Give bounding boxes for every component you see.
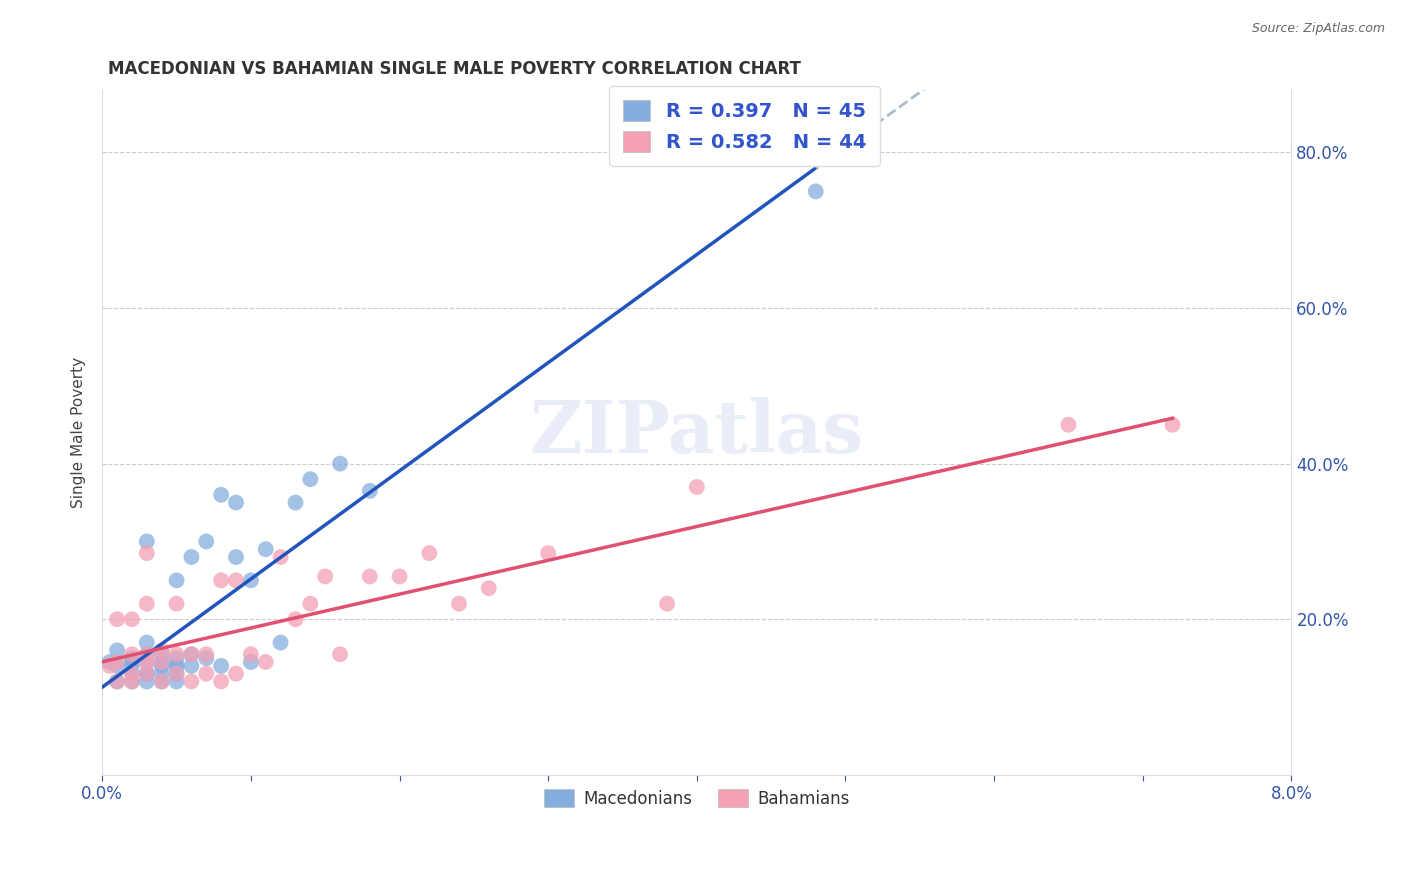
Point	[105, 655, 128, 669]
Point	[686, 480, 709, 494]
Point	[166, 674, 188, 689]
Point	[105, 674, 128, 689]
Point	[105, 674, 128, 689]
Point	[121, 647, 143, 661]
Point	[804, 185, 827, 199]
Point	[135, 597, 157, 611]
Point	[209, 674, 232, 689]
Point	[121, 674, 143, 689]
Point	[359, 483, 381, 498]
Point	[121, 651, 143, 665]
Point	[329, 647, 352, 661]
Point	[239, 655, 262, 669]
Point	[166, 651, 188, 665]
Point	[135, 647, 157, 661]
Point	[105, 659, 128, 673]
Point	[418, 546, 440, 560]
Point	[180, 674, 202, 689]
Point	[121, 666, 143, 681]
Point	[655, 597, 678, 611]
Point	[314, 569, 336, 583]
Point	[537, 546, 560, 560]
Point	[478, 581, 501, 595]
Point	[195, 651, 218, 665]
Point	[195, 647, 218, 661]
Point	[121, 666, 143, 681]
Point	[225, 574, 247, 588]
Text: MACEDONIAN VS BAHAMIAN SINGLE MALE POVERTY CORRELATION CHART: MACEDONIAN VS BAHAMIAN SINGLE MALE POVER…	[108, 60, 801, 78]
Point	[121, 659, 143, 673]
Point	[225, 495, 247, 509]
Point	[150, 666, 173, 681]
Point	[135, 655, 157, 669]
Text: ZIPatlas: ZIPatlas	[530, 397, 863, 468]
Point	[180, 647, 202, 661]
Point	[209, 659, 232, 673]
Point	[135, 666, 157, 681]
Point	[239, 574, 262, 588]
Point	[209, 574, 232, 588]
Point	[105, 612, 128, 626]
Point	[359, 569, 381, 583]
Point	[180, 549, 202, 564]
Point	[1057, 417, 1080, 432]
Point	[166, 574, 188, 588]
Point	[105, 643, 128, 657]
Point	[135, 666, 157, 681]
Point	[195, 534, 218, 549]
Point	[150, 659, 173, 673]
Point	[121, 612, 143, 626]
Point	[135, 635, 157, 649]
Point	[180, 659, 202, 673]
Point	[166, 666, 188, 681]
Point	[166, 597, 188, 611]
Point	[239, 647, 262, 661]
Point	[166, 659, 188, 673]
Point	[150, 643, 173, 657]
Point	[166, 647, 188, 661]
Point	[447, 597, 470, 611]
Point	[284, 612, 307, 626]
Point	[254, 542, 277, 557]
Point	[98, 659, 121, 673]
Point	[270, 635, 292, 649]
Point	[150, 674, 173, 689]
Point	[121, 655, 143, 669]
Point	[209, 488, 232, 502]
Point	[135, 666, 157, 681]
Y-axis label: Single Male Poverty: Single Male Poverty	[72, 357, 86, 508]
Point	[135, 534, 157, 549]
Point	[121, 674, 143, 689]
Point	[270, 549, 292, 564]
Point	[254, 655, 277, 669]
Point	[299, 597, 322, 611]
Point	[150, 674, 173, 689]
Point	[166, 659, 188, 673]
Legend: Macedonians, Bahamians: Macedonians, Bahamians	[537, 782, 856, 814]
Point	[329, 457, 352, 471]
Point	[98, 655, 121, 669]
Point	[1161, 417, 1184, 432]
Point	[135, 655, 157, 669]
Point	[299, 472, 322, 486]
Text: Source: ZipAtlas.com: Source: ZipAtlas.com	[1251, 22, 1385, 36]
Point	[166, 666, 188, 681]
Point	[135, 546, 157, 560]
Point	[150, 647, 173, 661]
Point	[388, 569, 411, 583]
Point	[150, 655, 173, 669]
Point	[180, 647, 202, 661]
Point	[284, 495, 307, 509]
Point	[195, 666, 218, 681]
Point	[225, 666, 247, 681]
Point	[135, 647, 157, 661]
Point	[150, 655, 173, 669]
Point	[225, 549, 247, 564]
Point	[135, 674, 157, 689]
